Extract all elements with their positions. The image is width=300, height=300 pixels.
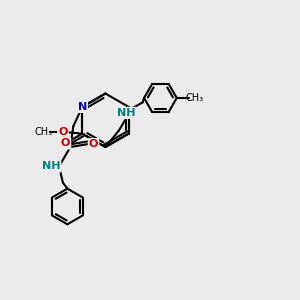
Text: NH: NH bbox=[42, 161, 60, 171]
Text: CH₃: CH₃ bbox=[185, 93, 204, 103]
Text: CH₃: CH₃ bbox=[35, 127, 53, 137]
Text: O: O bbox=[61, 138, 70, 148]
Text: O: O bbox=[58, 127, 68, 137]
Text: O: O bbox=[89, 139, 98, 149]
Text: NH: NH bbox=[117, 108, 136, 118]
Text: N: N bbox=[78, 102, 87, 112]
